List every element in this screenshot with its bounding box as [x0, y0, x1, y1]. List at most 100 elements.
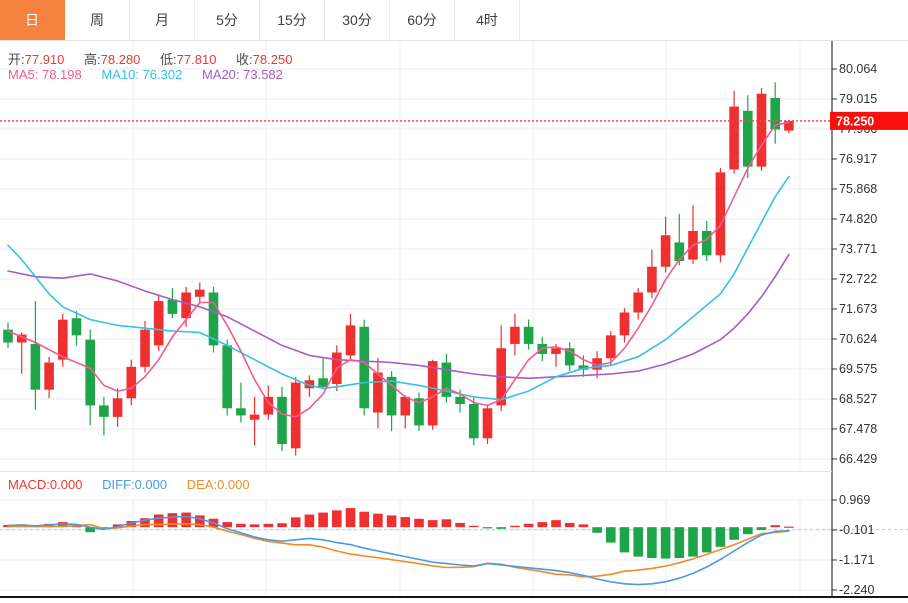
candle-body: [167, 299, 178, 314]
macd-bar: [674, 527, 685, 559]
y-axis-label: 68.527: [839, 392, 877, 406]
macd-bar: [660, 527, 671, 559]
tab-month[interactable]: 月: [130, 0, 195, 40]
macd-bar: [318, 512, 328, 528]
macd-bar: [633, 527, 643, 557]
candle-body: [236, 408, 246, 416]
open-label: 开:: [8, 52, 25, 67]
macd-bar: [427, 520, 438, 528]
candle-body: [290, 382, 301, 449]
macd-bar: [469, 525, 479, 528]
candle-body: [660, 235, 671, 267]
candle-body: [756, 93, 767, 167]
macd-bar: [455, 522, 465, 528]
close-label: 收:: [236, 52, 253, 67]
macd-bar: [58, 522, 68, 528]
macd-bar: [619, 527, 630, 553]
candle-body: [304, 380, 315, 389]
diff-line: [7, 515, 790, 586]
macd-bar: [756, 527, 767, 530]
dea-line: [7, 522, 790, 578]
candle-body: [318, 378, 328, 387]
candle-body: [71, 318, 82, 336]
macd-readout: MACD:0.000 DIFF:0.000 DEA:0.000: [8, 477, 266, 492]
candle-body: [482, 408, 493, 439]
macd-bar: [222, 522, 232, 528]
y-axis-label: 73.771: [839, 242, 877, 256]
candle-body: [784, 120, 794, 131]
macd-bar: [770, 525, 780, 528]
macd-bar: [784, 526, 794, 528]
candle-body: [551, 348, 561, 354]
ma5-label: MA5:: [8, 67, 42, 82]
candle-body: [16, 334, 27, 343]
candle-body: [99, 405, 109, 417]
dea-value: 0.000: [217, 477, 250, 492]
macd-bar: [332, 510, 342, 528]
candle-body: [3, 329, 13, 343]
tab-week[interactable]: 周: [65, 0, 130, 40]
candle-body: [153, 301, 164, 346]
macd-bar: [482, 527, 493, 529]
macd-bar: [167, 513, 178, 528]
macd-bar: [715, 527, 726, 547]
macd-bar: [359, 511, 369, 528]
diff-value: 0.000: [134, 477, 168, 492]
y-axis-label: 70.624: [839, 332, 877, 346]
tab-5min[interactable]: 5分: [195, 0, 260, 40]
candle-body: [44, 362, 54, 390]
candle-body: [770, 97, 780, 130]
candle-body: [373, 372, 383, 413]
candle-body: [249, 414, 260, 420]
close-value: 78.250: [252, 52, 293, 67]
macd-bar: [277, 523, 287, 528]
candle-body: [633, 292, 643, 313]
ma5-line: [7, 121, 790, 418]
macd-bar: [564, 522, 575, 528]
candle-body: [701, 230, 712, 256]
ma10-label: MA10:: [101, 67, 143, 82]
candle-body: [222, 345, 232, 409]
high-label: 高:: [84, 52, 101, 67]
macd-bar: [647, 527, 657, 559]
open-value: 77.910: [24, 52, 65, 67]
macd-bar: [345, 508, 356, 528]
candle-body: [140, 329, 150, 367]
candle-body: [85, 339, 95, 406]
chart-bottom-border: [0, 596, 908, 598]
tab-4hour[interactable]: 4时: [455, 0, 520, 40]
macd-bar: [688, 527, 698, 557]
tab-30min[interactable]: 30分: [325, 0, 390, 40]
candle-body: [523, 326, 534, 344]
y-axis-label: 66.429: [839, 452, 877, 466]
tab-60min[interactable]: 60分: [390, 0, 455, 40]
tab-15min[interactable]: 15分: [260, 0, 325, 40]
timeframe-tabbar: 日周月 5分 15分 30分 60分 4时: [0, 0, 908, 41]
macd-bar: [85, 527, 95, 533]
current-price-tag: [830, 111, 908, 130]
ma-readout: MA5: 78.198 MA10: 76.302 MA20: 73.582: [8, 67, 299, 82]
candle-body: [414, 398, 424, 426]
macd-axis-label: -0.101: [839, 523, 874, 537]
y-axis-label: 69.575: [839, 362, 877, 376]
candle-body: [58, 319, 68, 360]
candle-body: [30, 343, 41, 390]
ma20-label: MA20:: [201, 67, 244, 82]
tab-day[interactable]: 日: [0, 0, 65, 40]
ohlc-readout: 开:77.910 高:78.280 低:77.810 收:78.250: [8, 49, 308, 68]
candle-body: [743, 110, 753, 167]
candle-body: [674, 242, 685, 262]
macd-value: 0.000: [49, 477, 83, 492]
candle-body: [619, 312, 630, 336]
macd-label: MACD:: [8, 477, 50, 492]
macd-bar: [126, 521, 137, 528]
candle-body: [427, 361, 438, 426]
ma20-value: 73.582: [243, 67, 283, 82]
candle-body: [277, 396, 287, 445]
y-axis-label: 79.015: [839, 92, 877, 106]
candle-body: [455, 396, 465, 405]
candle-body: [441, 362, 452, 397]
y-axis-label: 74.820: [839, 212, 877, 226]
